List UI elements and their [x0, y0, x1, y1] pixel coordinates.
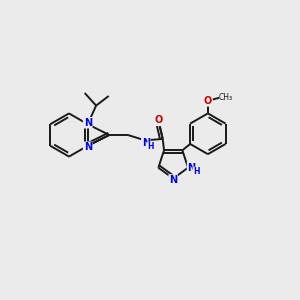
Text: CH₃: CH₃ [218, 93, 232, 102]
Text: N: N [84, 118, 92, 128]
Text: N: N [84, 142, 92, 152]
Text: O: O [204, 96, 212, 106]
Text: N: N [188, 163, 196, 173]
Text: N: N [169, 175, 177, 185]
Text: N: N [142, 138, 150, 148]
Text: O: O [155, 115, 163, 125]
Text: H: H [193, 167, 200, 176]
Text: H: H [148, 142, 154, 152]
